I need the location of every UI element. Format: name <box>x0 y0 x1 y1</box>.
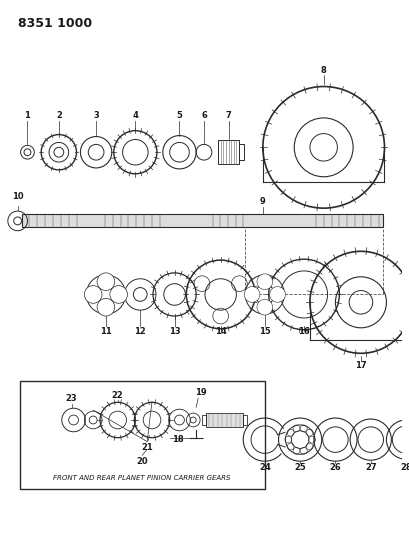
Text: 14: 14 <box>214 327 226 336</box>
Text: 1: 1 <box>25 111 30 120</box>
Text: 16: 16 <box>297 327 309 336</box>
Text: 24: 24 <box>258 463 270 472</box>
Text: 22: 22 <box>112 391 123 400</box>
Text: 21: 21 <box>141 443 153 452</box>
Circle shape <box>84 286 102 303</box>
Text: 10: 10 <box>12 192 23 201</box>
Text: FRONT AND REAR PLANET PINION CARRIER GEARS: FRONT AND REAR PLANET PINION CARRIER GEA… <box>53 475 230 481</box>
Text: 5: 5 <box>176 111 182 120</box>
Text: 25: 25 <box>294 463 305 472</box>
Bar <box>239 144 244 160</box>
Text: 11: 11 <box>100 327 112 336</box>
Text: 20: 20 <box>136 457 148 466</box>
Text: 18: 18 <box>171 435 183 444</box>
Circle shape <box>269 287 285 302</box>
Circle shape <box>97 273 115 290</box>
Bar <box>217 141 239 164</box>
Circle shape <box>256 274 272 289</box>
Text: 17: 17 <box>354 360 366 369</box>
Text: 19: 19 <box>195 388 207 397</box>
Circle shape <box>110 286 127 303</box>
Text: 23: 23 <box>65 394 77 403</box>
Text: 9: 9 <box>259 197 265 206</box>
Text: 7: 7 <box>225 111 231 120</box>
Circle shape <box>256 300 272 315</box>
Text: 6: 6 <box>200 111 207 120</box>
Bar <box>22 214 382 227</box>
Text: 26: 26 <box>329 463 340 472</box>
Text: 2: 2 <box>56 111 62 120</box>
Text: 8351 1000: 8351 1000 <box>18 17 92 30</box>
Circle shape <box>97 298 115 316</box>
Bar <box>243 415 247 425</box>
Bar <box>20 381 264 489</box>
Text: 12: 12 <box>134 327 146 336</box>
Text: 28: 28 <box>399 463 409 472</box>
Text: 27: 27 <box>364 463 375 472</box>
Bar <box>202 415 205 425</box>
Text: 15: 15 <box>258 327 270 336</box>
Circle shape <box>244 287 259 302</box>
Text: 13: 13 <box>169 327 180 336</box>
Text: 8: 8 <box>320 66 326 75</box>
Bar <box>205 413 243 427</box>
Text: 3: 3 <box>93 111 99 120</box>
Text: 4: 4 <box>132 111 138 120</box>
